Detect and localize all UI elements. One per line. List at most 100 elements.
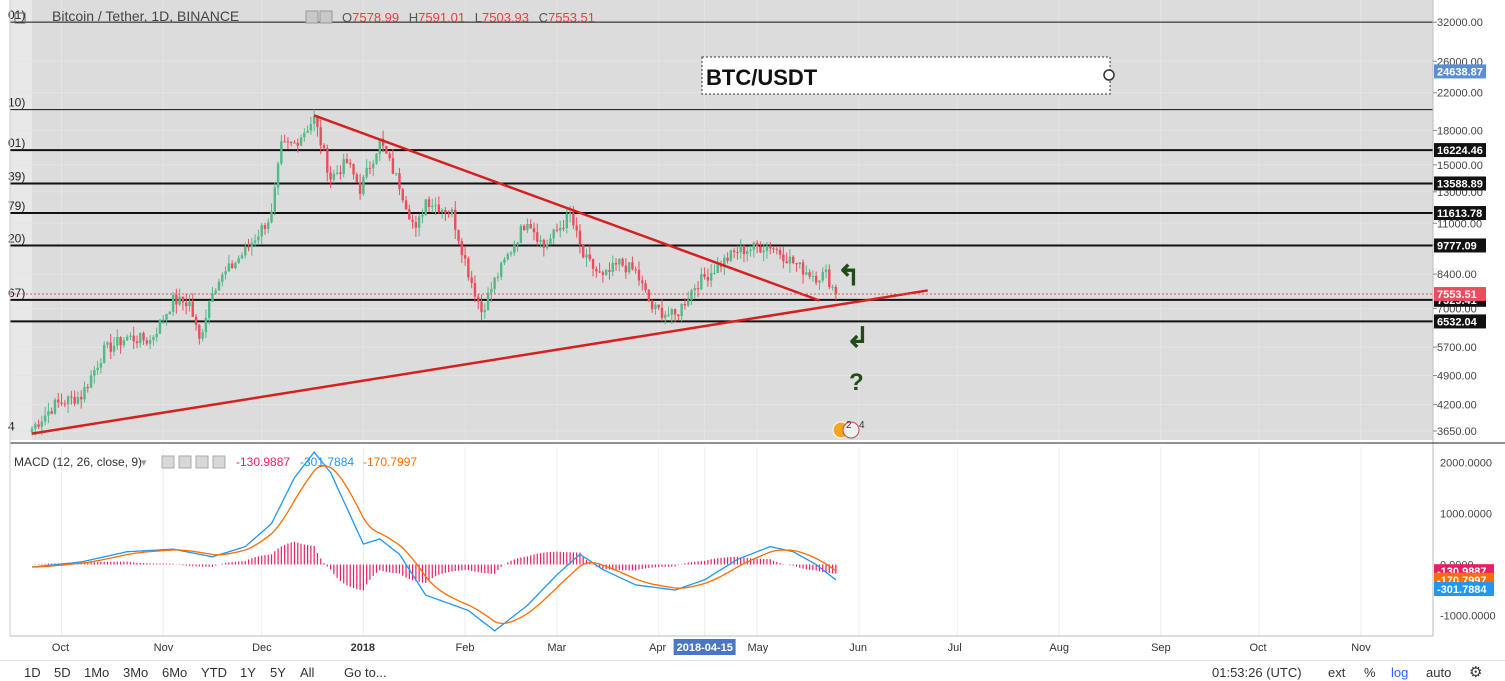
candle [529, 219, 532, 229]
candle-body [516, 242, 519, 246]
ext-toggle[interactable]: ext [1328, 665, 1346, 680]
candle [477, 293, 480, 310]
candle-body [109, 342, 112, 352]
range-all-button[interactable]: All [300, 665, 315, 680]
candle [657, 304, 660, 310]
macd-tool-icon[interactable] [161, 455, 175, 469]
trendline[interactable] [313, 114, 820, 302]
candle [611, 255, 614, 277]
macd-tool-icon[interactable] [212, 455, 226, 469]
candle-body [401, 189, 404, 201]
candle-body [641, 280, 644, 284]
candle [276, 161, 280, 196]
candle [329, 166, 332, 189]
range-1mo-button[interactable]: 1Mo [84, 665, 110, 680]
macd-tool-icon[interactable] [195, 455, 209, 469]
candle-body [795, 263, 798, 265]
candle-body [306, 130, 309, 133]
candle [765, 242, 769, 259]
candle-body [647, 290, 651, 302]
log-toggle[interactable]: log [1391, 665, 1409, 680]
trendline[interactable] [31, 289, 928, 435]
range-5y-button[interactable]: 5Y [270, 665, 286, 680]
range-1y-button[interactable]: 1Y [240, 665, 256, 680]
candle-body [227, 263, 231, 272]
candle [106, 341, 109, 349]
candle [824, 264, 828, 279]
candle [316, 115, 319, 137]
candle [139, 332, 142, 348]
goto-button[interactable]: Go to... [344, 665, 387, 680]
price-axis-label: 18000.00 [1437, 126, 1483, 138]
header-tool-icon[interactable] [305, 10, 319, 24]
btc-usdt-annotation[interactable]: BTC/USDT [701, 56, 1115, 95]
candle [417, 213, 421, 237]
candle-body [791, 256, 795, 264]
candle-body [267, 222, 270, 229]
shaded-region-left [10, 0, 32, 440]
candle-body [536, 232, 539, 242]
candle-body [706, 277, 710, 281]
candle [801, 259, 805, 284]
candle [198, 324, 201, 345]
candle [89, 370, 93, 389]
candle [821, 267, 824, 283]
candle-body [604, 270, 608, 275]
candle [791, 255, 795, 265]
range-1d-button[interactable]: 1D [24, 665, 41, 680]
candle-body [349, 162, 352, 165]
range-ytd-button[interactable]: YTD [201, 665, 227, 680]
candle-body [696, 288, 700, 290]
candle [654, 302, 657, 315]
open-value: 7578.99 [352, 10, 400, 25]
candle [634, 266, 637, 274]
candle [214, 288, 217, 295]
macd-tool-icon[interactable] [178, 455, 192, 469]
candle-body [335, 172, 339, 174]
level-price-label-text: 9777.09 [1437, 240, 1477, 252]
range-3mo-button[interactable]: 3Mo [123, 665, 149, 680]
price-axis-label: 22000.00 [1437, 88, 1483, 100]
up-arrow-annotation: ↰ [837, 260, 860, 291]
candle-body [273, 187, 276, 212]
auto-toggle[interactable]: auto [1426, 665, 1452, 680]
candle-body [568, 212, 572, 214]
percent-toggle[interactable]: % [1364, 665, 1376, 680]
candle-body [582, 244, 585, 258]
time-axis-label: Jul [948, 642, 962, 654]
annotation-handle[interactable] [1103, 69, 1115, 81]
event-badge-icon[interactable] [842, 421, 860, 439]
header-tool-icon[interactable] [319, 10, 333, 24]
candle [788, 249, 792, 273]
annotation-box[interactable] [701, 56, 1111, 95]
candle-body [247, 246, 250, 248]
candle [394, 172, 398, 176]
settings-gear-icon[interactable]: ⚙ [1469, 664, 1483, 681]
candle-body [755, 242, 759, 247]
candle-body [778, 249, 782, 255]
candle [352, 163, 355, 180]
candle-body [601, 272, 605, 275]
candle [775, 247, 778, 255]
candle-body [598, 271, 601, 273]
time-axis-label: Nov [154, 642, 174, 654]
candle-body [30, 428, 34, 433]
bottom-toolbar: 1D 5D 1Mo 3Mo 6Mo YTD 1Y 5Y All Go to...… [0, 660, 1505, 681]
range-6mo-button[interactable]: 6Mo [162, 665, 188, 680]
symbol-title[interactable]: Bitcoin / Tether, 1D, BINANCE [52, 8, 240, 24]
time-axis-label: Feb [455, 642, 474, 654]
candle [614, 258, 618, 271]
candle-body [477, 296, 480, 302]
range-5d-button[interactable]: 5D [54, 665, 71, 680]
time-axis-label: Mar [547, 642, 566, 654]
candle [746, 246, 749, 262]
price-chart[interactable]: BTC/USDT↰↲?2 401)10)01)39)79)20)67)432000… [0, 0, 1505, 660]
candle [152, 335, 155, 346]
candle-body [178, 296, 181, 305]
candle-body [132, 335, 135, 342]
collapse-icon[interactable] [14, 12, 26, 24]
macd-line-value-tag-box [1434, 582, 1494, 597]
candle-body [244, 246, 247, 256]
level-edge-label: 20) [8, 231, 25, 245]
